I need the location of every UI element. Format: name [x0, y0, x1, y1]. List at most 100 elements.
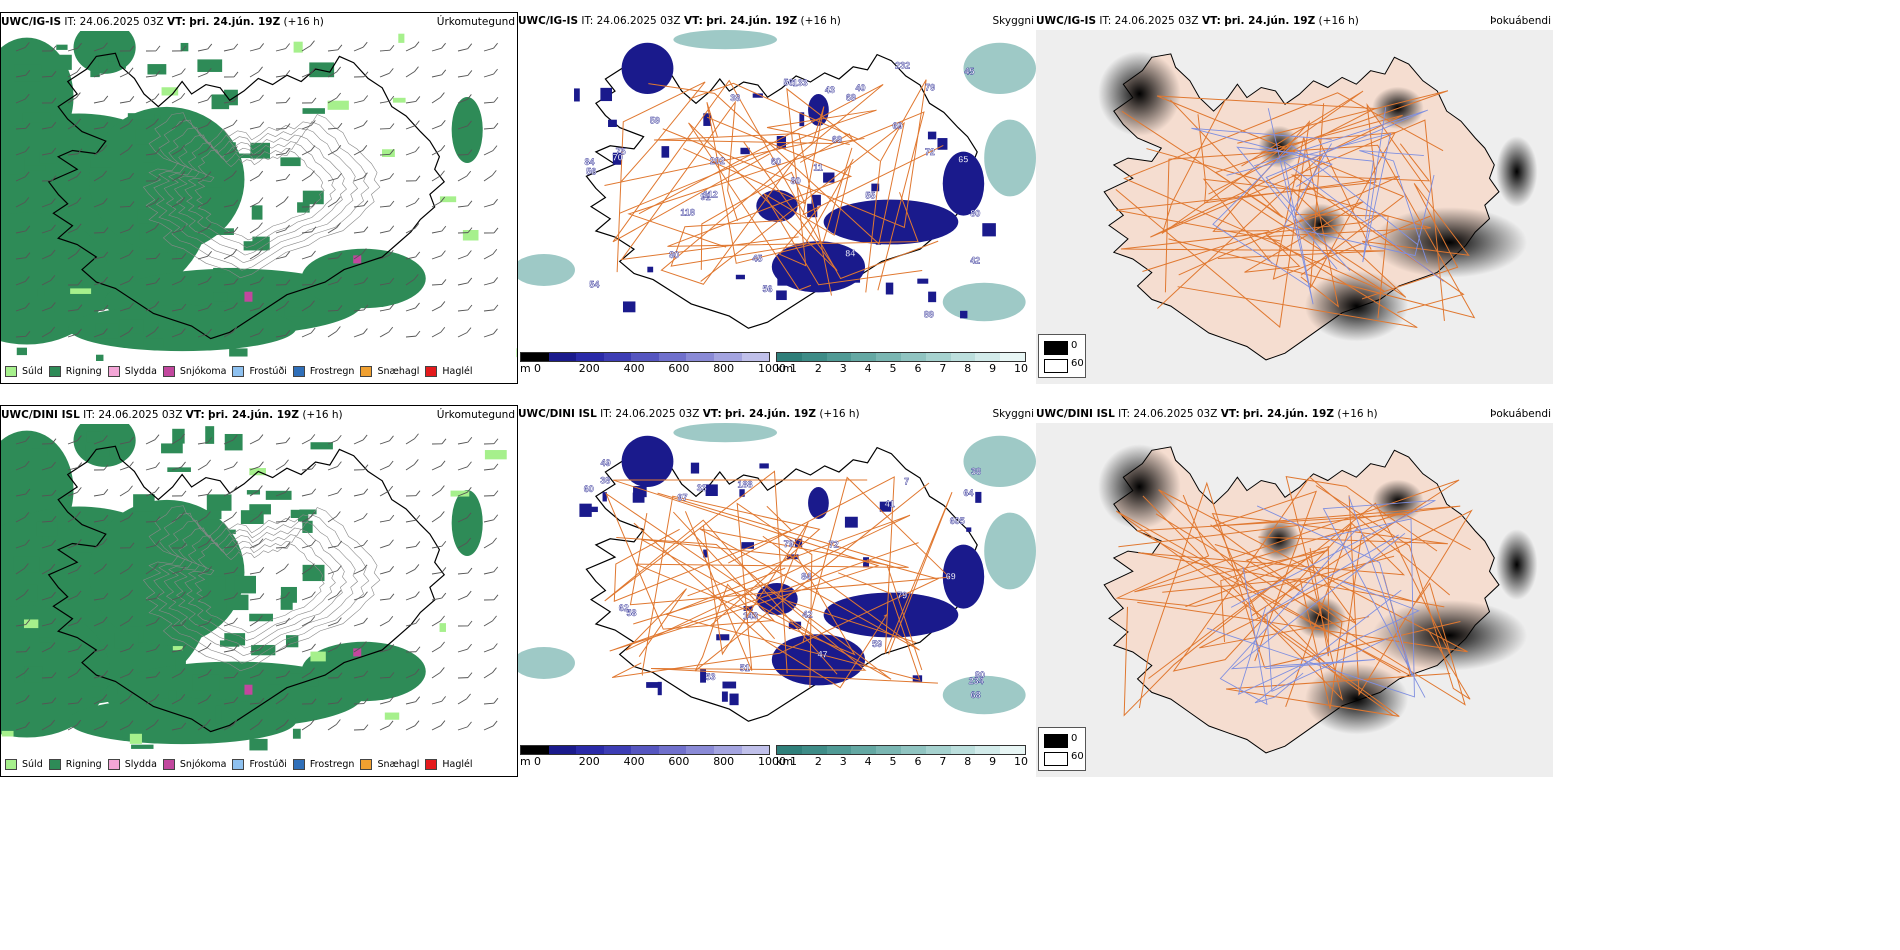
visibility-area: [518, 423, 1036, 715]
cloud-base-label: 40: [855, 83, 865, 93]
model-name: UWC/DINI ISL: [518, 408, 597, 420]
legend-label: Súld: [22, 366, 43, 377]
cloud-base-label: 69: [846, 92, 856, 102]
legend-swatch: [425, 759, 438, 770]
colorbar-gradient: [776, 745, 1026, 755]
road-network: [604, 470, 953, 689]
cloud-base-label: 72: [925, 147, 935, 157]
contour-line: [163, 520, 359, 657]
legend-label: Frostúði: [249, 759, 287, 770]
valid-time-value: þri. 24.jún. 19Z: [208, 409, 299, 421]
cloud-base-label: 60: [584, 484, 594, 494]
init-time-label: IT:: [64, 16, 77, 28]
wind-barbs: [15, 433, 499, 731]
legend-label: Rigning: [65, 366, 102, 377]
valid-time-label: VT:: [1201, 15, 1221, 27]
colorbar-unit: m: [520, 755, 531, 768]
drizzle-patch: [450, 490, 470, 497]
cloud-base-label: 202: [710, 156, 725, 166]
panel-header: UWC/IG-IS IT: 24.06.2025 03Z VT: þri. 24…: [518, 12, 1036, 30]
road-network: [604, 79, 944, 296]
legend-item: Snjókoma: [162, 366, 226, 377]
cloud-base-label: 53: [706, 672, 716, 682]
snow-patch: [244, 291, 253, 302]
legend-label: Frostúði: [249, 366, 287, 377]
contour-line: [184, 142, 336, 248]
cloud-map: 38 59 7 58 79 60 79 72 62 42 84 51 47 605 97 64 49 68 38 33…: [518, 423, 1036, 743]
cloud-base-label: 47: [818, 650, 828, 660]
legend-item: Súld: [5, 759, 43, 770]
drizzle-patch: [310, 651, 326, 662]
valid-time-label: VT:: [1220, 408, 1240, 420]
colorbar-tick: 600: [668, 362, 690, 375]
colorbar-tick: 200: [578, 362, 600, 375]
cloud-base-label: 79: [784, 539, 794, 549]
colorbar-tick: 1000: [758, 362, 786, 375]
legend-swatch: [232, 759, 245, 770]
valid-time-value: þri. 24.jún. 19Z: [1224, 15, 1316, 27]
drizzle-patch: [1, 730, 14, 737]
cloud-base-label: 56: [783, 78, 793, 88]
legend-label: Snæhagl: [377, 759, 420, 770]
fog-legend-label: 0: [1071, 340, 1078, 351]
colorbar-tick: 1: [790, 362, 797, 375]
cloud-base-label: 118: [680, 207, 695, 217]
contour-line: [163, 127, 359, 264]
drizzle-patch: [327, 100, 349, 110]
legend-item: Frostregn: [292, 759, 354, 770]
cloud-base-label: 75: [616, 146, 626, 156]
cloud-base-label: 97: [677, 493, 687, 503]
panel-header: UWC/IG-IS IT: 24.06.2025 03Z VT: þri. 24…: [1036, 12, 1553, 30]
colorbar-tick: 6: [914, 755, 922, 768]
colorbar-tick: 0: [534, 362, 541, 375]
cloud-base-label: 91: [700, 192, 710, 202]
colorbar-tick: 4: [864, 362, 872, 375]
fog-panel: UWC/DINI ISL IT: 24.06.2025 03Z VT: þri.…: [1036, 405, 1553, 777]
valid-time-label: VT:: [185, 409, 205, 421]
legend-swatch: [292, 759, 305, 770]
cloud-base-label: 38: [971, 466, 981, 476]
panel-title: Úrkomutegund: [436, 16, 515, 28]
cloud-base-label: 7: [904, 477, 909, 487]
colorbar-tick: 0: [534, 755, 541, 768]
road-network: [1115, 475, 1473, 717]
drizzle-patch: [462, 229, 479, 241]
fog-legend-swatch: [1044, 734, 1068, 748]
snow-patch: [244, 684, 253, 695]
precip-type-legend: Súld Rigning Slydda Snjókoma Frostúði Frostre…: [5, 759, 473, 770]
cloud-base-label: 84: [585, 157, 595, 167]
colorbar-tick: 600: [668, 755, 690, 768]
drizzle-patch: [484, 450, 507, 460]
cloud-base-label: 69: [946, 572, 956, 582]
colorbar-tick: 9: [989, 362, 997, 375]
cloud-base-label: 80: [669, 250, 679, 260]
precip-panel: UWC/DINI ISL IT: 24.06.2025 03Z VT: þri.…: [0, 405, 518, 777]
cloud-base-label: 79: [897, 590, 907, 600]
drizzle-patch: [384, 712, 400, 720]
panel-title: Skyggni: [992, 408, 1035, 420]
panel-title: Þokuábendi: [1490, 15, 1551, 27]
cloud-base-colorbar: m 0 200 400 600 800 1000: [520, 352, 786, 380]
cloud-base-label: 51: [740, 663, 750, 673]
legend-swatch: [48, 759, 61, 770]
panel-header: UWC/IG-IS IT: 24.06.2025 03Z VT: þri. 24…: [1, 13, 517, 31]
rivers: [1206, 496, 1436, 706]
init-time-label: IT:: [1099, 15, 1112, 27]
cloud-base-label: 70: [613, 153, 623, 163]
cloud-base-label: 59: [650, 115, 660, 125]
legend-item: Snæhagl: [360, 759, 419, 770]
colorbar-tick: 10: [1014, 755, 1028, 768]
cloud-base-label: 188: [738, 480, 753, 490]
valid-time-label: VT:: [166, 16, 186, 28]
fog-panel: UWC/IG-IS IT: 24.06.2025 03Z VT: þri. 24…: [1036, 12, 1553, 384]
coastline: [585, 50, 983, 329]
contour-line: [194, 149, 325, 241]
colorbar-tick: 5: [889, 755, 897, 768]
colorbar-tick: 200: [578, 755, 600, 768]
cloud-base-label: 80: [791, 176, 801, 186]
cloud-base-label: 56: [763, 284, 773, 294]
cloud-base-label: 68: [971, 690, 981, 700]
colorbar-gradient: [776, 352, 1026, 362]
coastline: [47, 52, 446, 340]
legend-label: Frostregn: [309, 366, 355, 377]
